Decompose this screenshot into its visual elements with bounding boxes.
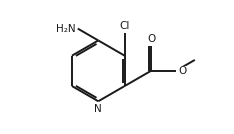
Text: Cl: Cl bbox=[119, 21, 130, 31]
Text: O: O bbox=[147, 34, 156, 44]
Text: N: N bbox=[94, 104, 102, 114]
Text: O: O bbox=[179, 66, 187, 76]
Text: H₂N: H₂N bbox=[56, 24, 75, 34]
